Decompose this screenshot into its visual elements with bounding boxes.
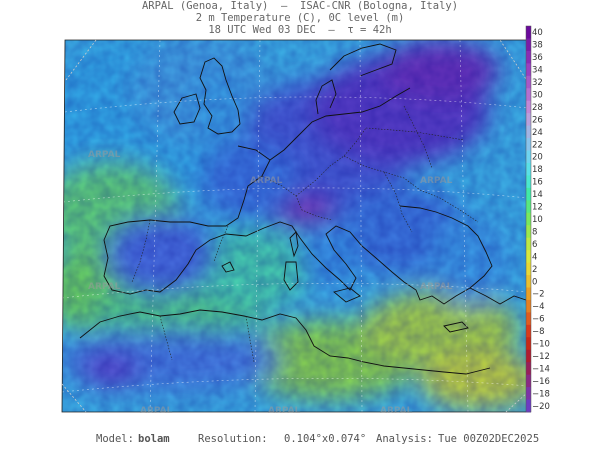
colorbar-swatch bbox=[526, 250, 531, 264]
colorbar-swatch bbox=[526, 200, 531, 214]
colorbar-swatch bbox=[526, 337, 531, 351]
watermark-4: ARPAL bbox=[88, 282, 121, 292]
header-line-credits: ARPAL (Genoa, Italy) — ISAC-CNR (Bologna… bbox=[141, 0, 459, 12]
colorbar-swatch bbox=[526, 175, 531, 189]
colorbar-swatch bbox=[526, 387, 531, 401]
colorbar-label: 8 bbox=[532, 227, 537, 237]
watermark-2: ARPAL bbox=[250, 176, 283, 186]
colorbar-swatch bbox=[526, 287, 531, 301]
watermark-6: ARPAL bbox=[140, 406, 173, 416]
colorbar-swatch bbox=[526, 275, 531, 288]
model-label: Model: bbox=[96, 433, 134, 445]
colorbar-label: 12 bbox=[532, 203, 543, 213]
colorbar-label: 2 bbox=[532, 265, 537, 275]
colorbar-swatch bbox=[526, 299, 531, 313]
colorbar-label: −2 bbox=[532, 290, 545, 300]
header-line-variable: 2 m Temperature (C), 0C level (m) bbox=[195, 12, 405, 24]
colorbar-swatch bbox=[526, 187, 531, 201]
resolution-label: Resolution: bbox=[198, 433, 268, 445]
colorbar-label: 40 bbox=[532, 28, 543, 38]
colorbar-label: −12 bbox=[532, 352, 550, 362]
latlon-grid bbox=[62, 40, 528, 412]
colorbar-label: 34 bbox=[532, 66, 543, 76]
colorbar-label: −16 bbox=[532, 377, 550, 387]
analysis-label: Analysis: bbox=[376, 433, 433, 445]
colorbar-label: 18 bbox=[532, 165, 543, 175]
colorbar-swatch bbox=[526, 100, 531, 114]
colorbar-label: 32 bbox=[532, 78, 543, 88]
colorbar-label: −8 bbox=[532, 327, 545, 337]
model-value: bolam bbox=[138, 433, 170, 445]
colorbar-swatch bbox=[526, 237, 531, 251]
colorbar-label: 36 bbox=[532, 53, 543, 63]
colorbar-label: 0 bbox=[532, 277, 537, 287]
colorbar-swatch bbox=[526, 312, 531, 326]
colorbar-swatch bbox=[526, 50, 531, 64]
colorbar-frame bbox=[525, 25, 532, 413]
colorbar-swatch bbox=[526, 374, 531, 388]
colorbar-label: −10 bbox=[532, 340, 550, 350]
watermark-8: ARPAL bbox=[380, 406, 413, 416]
colorbar-label: 30 bbox=[532, 90, 543, 100]
colorbar-swatch bbox=[526, 212, 531, 226]
colorbar-label: 14 bbox=[532, 190, 543, 200]
colorbar-label: −6 bbox=[532, 315, 545, 325]
watermark-1: ARPAL bbox=[88, 150, 121, 160]
colorbar-swatch bbox=[526, 162, 531, 176]
coastlines bbox=[79, 43, 527, 375]
colorbar-swatch bbox=[526, 399, 531, 413]
colorbar-label: 38 bbox=[532, 41, 543, 51]
colorbar-swatch bbox=[526, 113, 531, 127]
colorbar-swatch bbox=[526, 138, 531, 152]
colorbar-swatch bbox=[526, 26, 531, 39]
watermark-5: ARPAL bbox=[420, 282, 453, 292]
colorbar-swatch bbox=[526, 262, 531, 276]
map-footer: Model: bolam Resolution: 0.104°x0.074° A… bbox=[0, 433, 600, 447]
colorbar-label: 20 bbox=[532, 153, 543, 163]
colorbar-label: 6 bbox=[532, 240, 537, 250]
analysis-value: Tue 00Z02DEC2025 bbox=[438, 433, 540, 445]
colorbar-label: 16 bbox=[532, 178, 543, 188]
colorbar-swatch bbox=[526, 150, 531, 164]
colorbar-label: 22 bbox=[532, 140, 543, 150]
country-borders bbox=[131, 105, 479, 363]
colorbar-label: 24 bbox=[532, 128, 543, 138]
colorbar-label: 10 bbox=[532, 215, 543, 225]
colorbar-label: −4 bbox=[532, 302, 545, 312]
colorbar-label: −18 bbox=[532, 389, 550, 399]
watermark-7: ARPAL bbox=[268, 406, 301, 416]
colorbar-label: 28 bbox=[532, 103, 543, 113]
colorbar-swatch bbox=[526, 125, 531, 139]
colorbar-swatch bbox=[526, 75, 531, 89]
colorbar-swatch bbox=[526, 324, 531, 338]
temperature-field bbox=[62, 40, 528, 412]
colorbar-swatch bbox=[526, 362, 531, 376]
colorbar-label: −20 bbox=[532, 402, 550, 412]
colorbar-swatch bbox=[526, 63, 531, 77]
colorbar-swatch bbox=[526, 38, 531, 52]
map-header: ARPAL (Genoa, Italy) — ISAC-CNR (Bologna… bbox=[0, 0, 600, 36]
colorbar-swatch bbox=[526, 349, 531, 363]
colorbar-label: 4 bbox=[532, 252, 537, 262]
watermark-3: ARPAL bbox=[420, 176, 453, 186]
colorbar-swatch bbox=[526, 88, 531, 102]
header-line-time: 18 UTC Wed 03 DEC — τ = 42h bbox=[208, 24, 392, 36]
resolution-value: 0.104°x0.074° bbox=[284, 433, 367, 445]
colorbar-label: 26 bbox=[532, 115, 543, 125]
colorbar-swatch bbox=[526, 225, 531, 239]
colorbar-label: −14 bbox=[532, 364, 550, 374]
